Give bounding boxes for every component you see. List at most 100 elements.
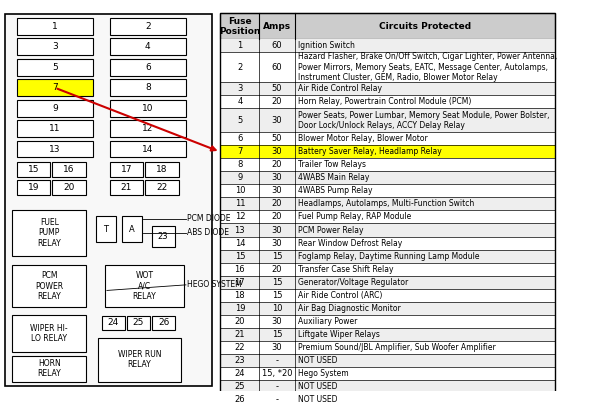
Text: 20: 20 — [235, 316, 245, 326]
Bar — [220, 341, 555, 353]
Bar — [17, 18, 93, 35]
Text: 30: 30 — [272, 173, 283, 182]
Bar — [152, 226, 175, 247]
Text: Battery Saver Relay, Headlamp Relay: Battery Saver Relay, Headlamp Relay — [298, 148, 441, 157]
Text: 15, *20: 15, *20 — [262, 369, 292, 378]
Bar — [110, 120, 186, 137]
Text: 7: 7 — [52, 83, 58, 92]
Text: NOT USED: NOT USED — [298, 356, 337, 365]
Text: 8: 8 — [237, 160, 242, 169]
Bar — [220, 224, 555, 236]
Text: 50: 50 — [272, 134, 283, 143]
Bar — [220, 171, 555, 185]
Text: Ignition Switch: Ignition Switch — [298, 42, 355, 51]
Text: 9: 9 — [237, 173, 242, 182]
Text: Trailer Tow Relays: Trailer Tow Relays — [298, 160, 365, 169]
Bar — [17, 141, 93, 157]
Bar — [220, 14, 555, 406]
Text: 7: 7 — [237, 148, 242, 157]
Text: 30: 30 — [272, 148, 283, 157]
Text: 2: 2 — [237, 63, 242, 72]
Text: Amps: Amps — [263, 22, 291, 31]
Text: 15: 15 — [272, 330, 283, 339]
Bar — [17, 100, 93, 117]
Bar — [220, 263, 555, 275]
Text: NOT USED: NOT USED — [298, 382, 337, 391]
Text: 14: 14 — [142, 145, 154, 154]
Bar — [220, 158, 555, 171]
Text: 18: 18 — [235, 291, 245, 300]
Text: HEGO SYSTEM: HEGO SYSTEM — [187, 280, 242, 289]
Bar — [220, 380, 555, 393]
Bar — [110, 18, 186, 35]
Bar — [17, 180, 50, 195]
Text: 5: 5 — [237, 116, 242, 125]
Bar — [110, 59, 186, 76]
Text: 21: 21 — [121, 183, 132, 192]
Bar — [102, 316, 125, 330]
Bar — [12, 314, 86, 352]
Text: 14: 14 — [235, 238, 245, 247]
Text: 4WABS Main Relay: 4WABS Main Relay — [298, 173, 369, 182]
Text: Transfer Case Shift Relay: Transfer Case Shift Relay — [298, 265, 393, 274]
Text: Generator/Voltage Regulator: Generator/Voltage Regulator — [298, 277, 408, 286]
Text: Horn Relay, Powertrain Control Module (PCM): Horn Relay, Powertrain Control Module (P… — [298, 97, 471, 106]
Text: 19: 19 — [235, 304, 245, 313]
Text: 18: 18 — [156, 165, 167, 174]
Text: Liftgate Wiper Relays: Liftgate Wiper Relays — [298, 330, 379, 339]
Bar — [220, 132, 555, 145]
Text: 30: 30 — [272, 316, 283, 326]
Bar — [220, 289, 555, 302]
Bar — [145, 180, 179, 195]
Bar — [220, 108, 555, 132]
Bar — [152, 316, 175, 330]
Text: ABS DIODE: ABS DIODE — [187, 228, 229, 237]
Text: Air Ride Control Relay: Air Ride Control Relay — [298, 84, 382, 93]
Text: 17: 17 — [121, 165, 132, 174]
Text: 12: 12 — [142, 124, 154, 133]
Text: PCM Power Relay: PCM Power Relay — [298, 226, 363, 235]
Text: NOT USED: NOT USED — [298, 395, 337, 404]
Text: 3: 3 — [52, 42, 58, 51]
Bar — [220, 145, 555, 158]
Text: 30: 30 — [272, 116, 283, 125]
Bar — [105, 266, 184, 307]
Text: -: - — [275, 382, 278, 391]
Bar — [220, 210, 555, 224]
Text: 20: 20 — [272, 212, 283, 222]
Text: 19: 19 — [28, 183, 39, 192]
Text: 24: 24 — [235, 369, 245, 378]
Text: Headlamps, Autolamps, Multi-Function Switch: Headlamps, Autolamps, Multi-Function Swi… — [298, 199, 474, 208]
Text: 20: 20 — [63, 183, 74, 192]
Bar — [220, 39, 555, 53]
Bar — [12, 356, 86, 381]
Text: Hego System: Hego System — [298, 369, 348, 378]
Text: Blower Motor Relay, Blower Motor: Blower Motor Relay, Blower Motor — [298, 134, 427, 143]
Text: Circuits Protected: Circuits Protected — [379, 22, 471, 31]
Text: 15: 15 — [272, 277, 283, 286]
Text: FUEL
PUMP
RELAY: FUEL PUMP RELAY — [37, 218, 61, 248]
Text: PCM DIODE: PCM DIODE — [187, 215, 230, 223]
Bar — [220, 393, 555, 406]
Text: 20: 20 — [272, 265, 283, 274]
Text: WIPER HI-
LO RELAY: WIPER HI- LO RELAY — [31, 323, 68, 343]
Text: 4WABS Pump Relay: 4WABS Pump Relay — [298, 187, 372, 196]
Text: 15: 15 — [272, 252, 283, 261]
Bar — [220, 185, 555, 197]
Bar — [122, 216, 142, 242]
Bar — [110, 79, 186, 96]
Text: 22: 22 — [235, 343, 245, 352]
Text: Rear Window Defrost Relay: Rear Window Defrost Relay — [298, 238, 402, 247]
Text: Air Bag Diagnostic Monitor: Air Bag Diagnostic Monitor — [298, 304, 400, 313]
Bar — [17, 39, 93, 55]
Bar — [220, 197, 555, 210]
Text: T: T — [103, 224, 109, 233]
Text: 16: 16 — [235, 265, 245, 274]
Bar — [96, 216, 116, 242]
Bar — [110, 180, 143, 195]
Text: Fuel Pump Relay, RAP Module: Fuel Pump Relay, RAP Module — [298, 212, 411, 222]
Bar — [220, 302, 555, 314]
Text: A: A — [129, 224, 135, 233]
Bar — [52, 162, 86, 177]
Bar — [17, 162, 50, 177]
